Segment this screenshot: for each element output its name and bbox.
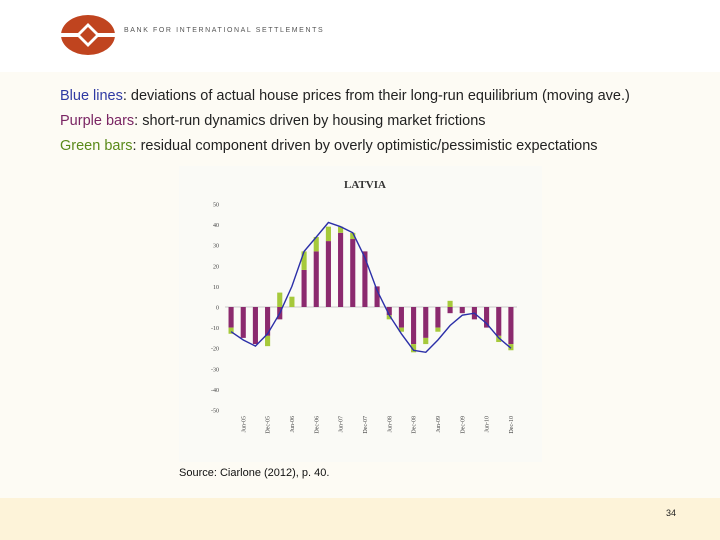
legend-green-text: : residual component driven by overly op… — [132, 138, 598, 154]
bar-green-bars — [398, 327, 404, 332]
bis-logo — [61, 15, 115, 55]
y-tick-label: -20 — [211, 347, 219, 353]
y-tick-label: 20 — [213, 264, 219, 270]
bar-purple-bars — [386, 307, 392, 316]
header: BANK FOR INTERNATIONAL SETTLEMENTS — [0, 0, 720, 72]
bar-green-bars — [496, 335, 502, 343]
x-tick-label: Jun-10 — [485, 416, 491, 432]
chart-box: LATVIA 50 40 30 20 10 0 -10 -20 -30 -40 -50 Jun-05 D… — [179, 166, 542, 462]
x-tick-label: Dec-08 — [412, 416, 418, 434]
bar-green-bars — [423, 337, 429, 345]
footer — [0, 498, 720, 540]
bar-purple-bars — [496, 307, 502, 336]
bank-name: BANK FOR INTERNATIONAL SETTLEMENTS — [124, 27, 325, 34]
legend-blue-line: Blue lines: deviations of actual house p… — [60, 88, 630, 104]
bar-green-bars — [325, 226, 331, 242]
bar-green-bars — [411, 344, 417, 353]
bar-green-bars — [386, 315, 392, 320]
bar-green-bars — [447, 300, 453, 307]
bar-purple-bars — [398, 307, 404, 328]
x-tick-label: Dec-10 — [509, 416, 515, 434]
x-tick-label: Dec-05 — [266, 416, 272, 434]
x-tick-label: Jun-07 — [339, 416, 345, 432]
y-tick-label: 10 — [213, 285, 219, 291]
bar-purple-bars — [325, 241, 331, 307]
bar-purple-bars — [362, 251, 368, 307]
legend-green-key: Green bars — [60, 138, 133, 154]
bar-purple-bars — [447, 307, 453, 314]
bar-green-bars — [289, 296, 295, 307]
y-tick-label: -50 — [211, 409, 219, 415]
chart-title: LATVIA — [344, 179, 386, 191]
page-number: 34 — [665, 508, 676, 518]
bar-purple-bars — [459, 307, 465, 314]
legend-blue-text: : deviations of actual house prices from… — [122, 88, 630, 104]
bar-green-bars — [338, 226, 344, 233]
bar-purple-bars — [252, 307, 258, 345]
legend-green-line: Green bars: residual component driven by… — [60, 138, 598, 154]
bar-purple-bars — [313, 251, 319, 307]
bar-purple-bars — [508, 307, 514, 345]
y-tick-label: -10 — [211, 326, 219, 332]
series-line-blue-lines — [230, 221, 512, 354]
x-tick-label: Dec-07 — [363, 416, 369, 434]
bar-green-bars — [313, 236, 319, 252]
bar-purple-bars — [240, 307, 246, 338]
y-tick-label: 30 — [213, 244, 219, 250]
latvia-chart: LATVIA 50 40 30 20 10 0 -10 -20 -30 -40 -50 Jun-05 D… — [211, 179, 517, 434]
bar-green-bars — [228, 327, 234, 334]
bar-purple-bars — [411, 307, 417, 345]
y-tick-label: -30 — [211, 367, 219, 373]
legend-purple-text: : short-run dynamics driven by housing m… — [134, 113, 486, 129]
bar-green-bars — [350, 232, 356, 240]
bar-purple-bars — [350, 239, 356, 307]
y-tick-label: -40 — [211, 388, 219, 394]
bar-green-bars — [265, 335, 271, 347]
y-tick-label: 50 — [213, 203, 219, 209]
bar-purple-bars — [423, 307, 429, 338]
legend-purple-line: Purple bars: short-run dynamics driven b… — [60, 113, 486, 129]
y-tick-label: 40 — [213, 223, 219, 229]
x-tick-label: Jun-06 — [290, 416, 296, 432]
bar-purple-bars — [265, 307, 271, 336]
x-tick-label: Jun-08 — [387, 416, 393, 432]
bar-purple-bars — [338, 232, 344, 307]
y-tick-label: 0 — [216, 306, 219, 312]
bar-green-bars — [508, 344, 514, 351]
bar-purple-bars — [301, 269, 307, 307]
source-note: Source: Ciarlone (2012), p. 40. — [179, 467, 330, 479]
bar-purple-bars — [435, 307, 441, 328]
bar-green-bars — [301, 251, 307, 270]
bar-purple-bars — [228, 307, 234, 328]
bar-purple-bars — [484, 307, 490, 328]
bar-green-bars — [277, 292, 283, 307]
bar-green-bars — [435, 327, 441, 332]
bar-purple-bars — [374, 286, 380, 307]
x-tick-label: Jun-09 — [436, 416, 442, 432]
legend-blue-key: Blue lines — [60, 88, 123, 104]
legend-purple-key: Purple bars — [60, 113, 135, 129]
x-tick-label: Jun-05 — [241, 416, 247, 432]
x-tick-label: Dec-09 — [460, 416, 466, 434]
x-tick-label: Dec-06 — [314, 416, 320, 434]
